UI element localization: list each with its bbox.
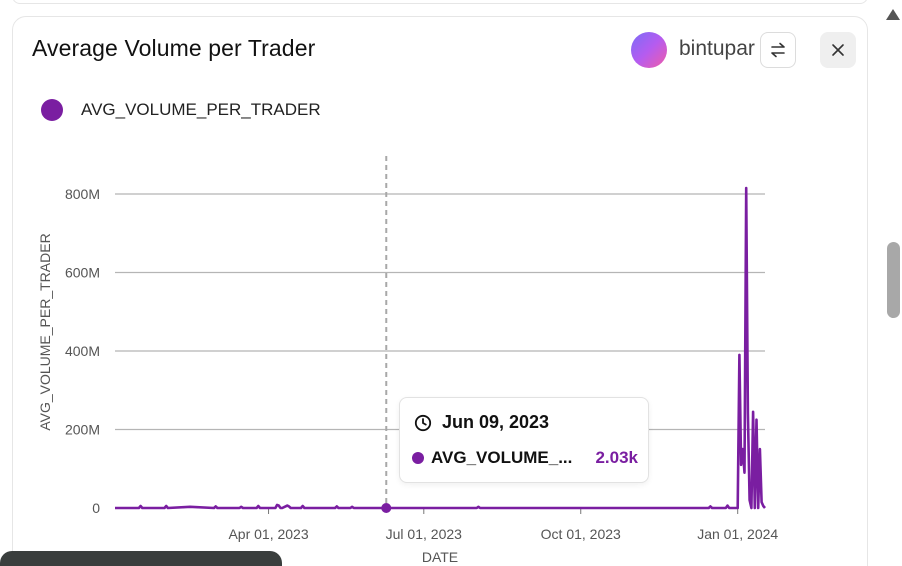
bottom-toast-bar xyxy=(0,551,282,566)
swap-arrows-icon xyxy=(771,42,785,58)
card-title: Average Volume per Trader xyxy=(32,35,316,61)
series-line-avg-volume[interactable] xyxy=(115,186,766,510)
y-tick-label: 800M xyxy=(65,186,100,202)
close-button[interactable] xyxy=(820,32,856,68)
clock-icon xyxy=(414,414,432,431)
tooltip-series-row: AVG_VOLUME_... 2.03k xyxy=(412,448,638,468)
scroll-up-arrow-icon[interactable] xyxy=(886,9,900,20)
tooltip-series-marker xyxy=(412,452,424,464)
y-tick-label: 0 xyxy=(92,500,100,516)
swap-button[interactable] xyxy=(760,32,796,68)
chart-legend[interactable]: AVG_VOLUME_PER_TRADER xyxy=(41,99,321,121)
tooltip-value: 2.03k xyxy=(595,448,638,467)
x-tick-label: Apr 01, 2023 xyxy=(228,526,308,542)
hover-point xyxy=(381,502,392,513)
legend-label: AVG_VOLUME_PER_TRADER xyxy=(81,100,321,119)
tooltip-date-row: Jun 09, 2023 xyxy=(414,412,549,433)
x-tick-label: Jul 01, 2023 xyxy=(386,526,462,542)
legend-marker xyxy=(41,99,63,121)
username[interactable]: bintupar xyxy=(679,37,755,60)
tooltip-series-name: AVG_VOLUME_... xyxy=(431,448,573,467)
close-icon xyxy=(832,44,844,56)
x-tick-label: Oct 01, 2023 xyxy=(541,526,621,542)
x-tick-label: Jan 01, 2024 xyxy=(697,526,778,542)
user-avatar[interactable] xyxy=(631,32,667,68)
y-tick-label: 600M xyxy=(65,265,100,281)
y-tick-label: 200M xyxy=(65,422,100,438)
tooltip-date: Jun 09, 2023 xyxy=(442,412,550,432)
x-axis-label: DATE xyxy=(422,549,458,565)
y-axis-label: AVG_VOLUME_PER_TRADER xyxy=(37,233,53,430)
y-tick-label: 400M xyxy=(65,343,100,359)
tooltip: Jun 09, 2023 AVG_VOLUME_... 2.03k xyxy=(399,397,649,483)
scrollbar-thumb[interactable] xyxy=(887,242,900,318)
